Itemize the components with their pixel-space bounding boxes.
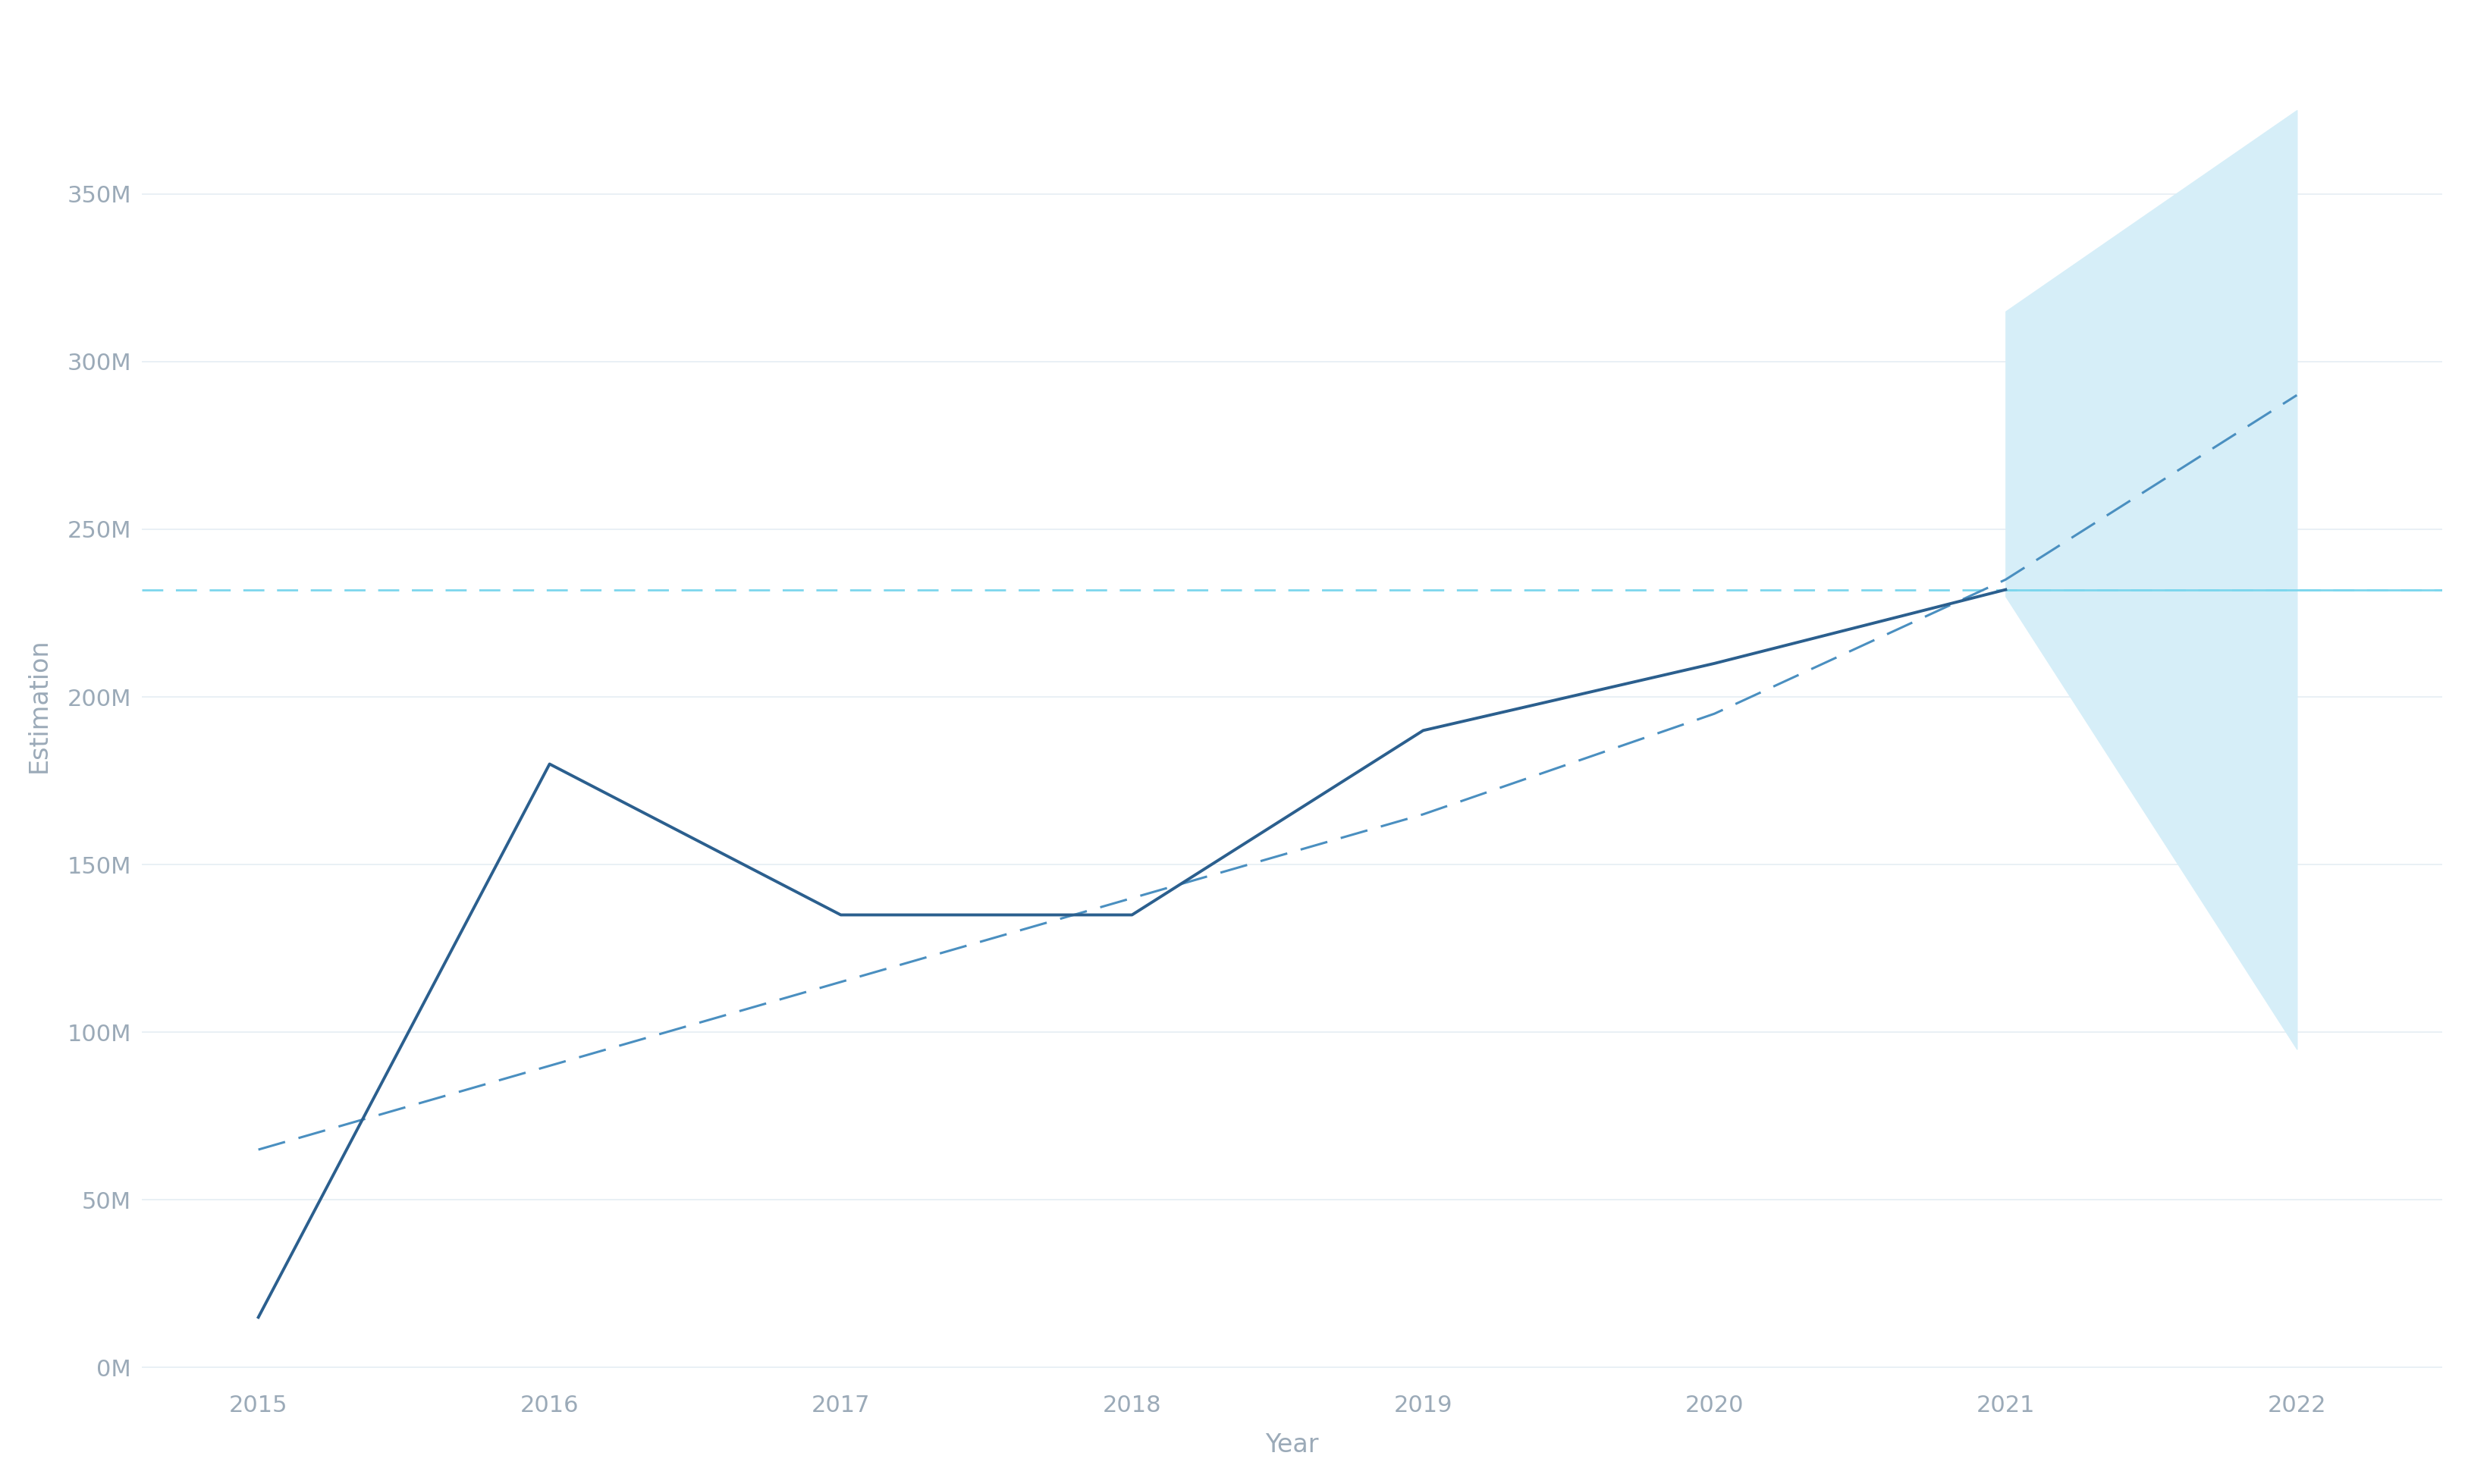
Y-axis label: Estimation: Estimation [27, 638, 52, 773]
X-axis label: Year: Year [1266, 1432, 1318, 1457]
